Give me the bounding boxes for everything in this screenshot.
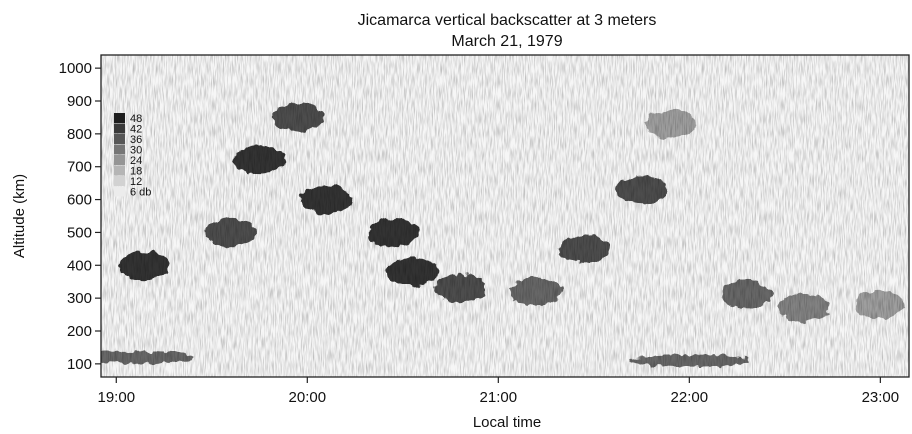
legend-label: 48 <box>130 113 142 125</box>
x-tick-label: 23:00 <box>862 389 900 406</box>
y-tick-label: 700 <box>67 159 92 176</box>
y-tick-label: 200 <box>67 323 92 340</box>
y-axis-label: Altitude (km) <box>11 174 28 258</box>
y-axis: 100 200 300 400 500 600 700 800 900 1000 <box>59 60 101 373</box>
legend-swatch <box>114 134 125 144</box>
y-tick-label: 400 <box>67 257 92 274</box>
y-tick-label: 600 <box>67 192 92 209</box>
chart-title: Jicamarca vertical backscatter at 3 mete… <box>358 12 657 29</box>
y-tick-label: 100 <box>67 356 92 373</box>
legend-swatch <box>114 144 125 155</box>
chart-subtitle: March 21, 1979 <box>451 33 562 50</box>
legend-label: 30 <box>130 145 142 157</box>
legend-label: 18 <box>130 166 142 178</box>
legend-label: 12 <box>130 176 142 188</box>
legend-label: 6 db <box>130 187 151 199</box>
x-axis-label: Local time <box>473 414 541 431</box>
legend-swatch <box>114 186 125 197</box>
x-tick-label: 22:00 <box>671 389 709 406</box>
legend-swatch <box>114 113 125 123</box>
legend-swatch <box>114 176 125 186</box>
x-tick-label: 21:00 <box>480 389 518 406</box>
plot-area <box>100 54 910 378</box>
legend-label: 24 <box>130 155 142 167</box>
legend-label: 42 <box>130 124 142 136</box>
y-tick-label: 1000 <box>59 60 92 77</box>
legend-label: 36 <box>130 134 142 146</box>
legend-swatch <box>114 123 125 134</box>
y-tick-label: 800 <box>67 126 92 143</box>
x-tick-label: 20:00 <box>289 389 327 406</box>
y-tick-label: 500 <box>67 224 92 241</box>
y-tick-label: 300 <box>67 290 92 307</box>
legend-swatch <box>114 165 125 176</box>
legend-swatch <box>114 155 125 165</box>
x-axis: 19:00 20:00 21:00 22:00 23:00 <box>98 377 900 406</box>
plot-frame <box>100 54 910 378</box>
x-tick-label: 19:00 <box>98 389 136 406</box>
y-tick-label: 900 <box>67 93 92 110</box>
noise-texture <box>101 55 909 377</box>
